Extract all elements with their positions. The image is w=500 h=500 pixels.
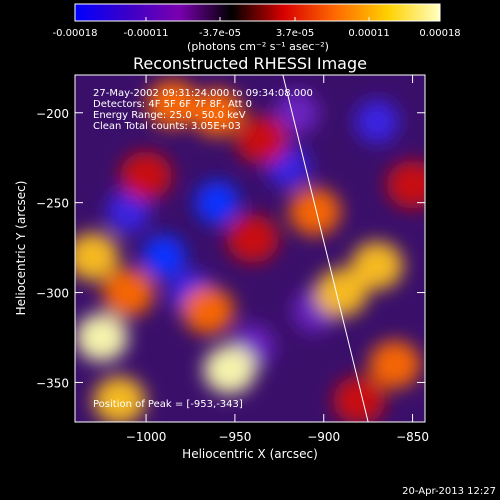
heatmap-emission-source bbox=[120, 151, 173, 200]
heatmap-sources bbox=[75, 79, 425, 422]
heatmap-emission-source bbox=[333, 376, 386, 422]
y-tick-label: −250 bbox=[36, 197, 69, 211]
annotation-time-range: 27-May-2002 09:31:24.000 to 09:34:08.000 bbox=[93, 88, 313, 99]
heatmap-negative-source bbox=[141, 234, 186, 279]
x-tick-label: −850 bbox=[396, 430, 429, 444]
heatmap-emission-source bbox=[191, 88, 244, 137]
y-tick-label: −350 bbox=[36, 376, 69, 390]
annotations: 27-May-2002 09:31:24.000 to 09:34:08.000… bbox=[93, 88, 313, 410]
y-tick-label: −200 bbox=[36, 107, 69, 121]
plot-area bbox=[75, 75, 425, 422]
colorbar-tick-label: 0.00018 bbox=[419, 28, 460, 39]
annotation-clean-counts: Clean Total counts: 3.05E+03 bbox=[93, 121, 241, 132]
heatmap-negative-source bbox=[106, 189, 151, 234]
annotation-peak-position: Position of Peak = [-953,-343] bbox=[93, 399, 243, 410]
colorbar-ticks: -0.00018 -0.00011 -3.7e-05 3.7e-05 0.00011 0.… bbox=[53, 17, 461, 39]
heatmap-emission-source bbox=[93, 376, 146, 422]
heatmap-emission-source bbox=[203, 345, 256, 394]
heatmap-emission-source bbox=[386, 160, 425, 209]
heatmap-emission-source bbox=[182, 286, 235, 335]
annotation-detectors: Detectors: 4F 5F 6F 7F 8F, Att 0 bbox=[93, 99, 252, 110]
annotation-energy-range: Energy Range: 25.0 - 50.0 keV bbox=[93, 110, 246, 121]
heatmap-emission-source bbox=[226, 214, 279, 263]
x-axis-ticks: −1000 −950 −900 −850 bbox=[126, 75, 429, 444]
timestamp: 20-Apr-2013 12:27 bbox=[402, 486, 496, 497]
colorbar-tick-label: -0.00018 bbox=[53, 28, 98, 39]
y-tick-label: −300 bbox=[36, 287, 69, 301]
heatmap-emission-source bbox=[351, 241, 404, 290]
colorbar-gradient bbox=[74, 3, 441, 22]
heatmap-negative-source bbox=[355, 99, 400, 144]
colorbar-tick-label: 0.00011 bbox=[348, 28, 389, 39]
x-tick-label: −900 bbox=[307, 430, 340, 444]
y-axis-label: Heliocentric Y (arcsec) bbox=[14, 181, 28, 316]
colorbar-tick-label: 3.7e-05 bbox=[276, 28, 314, 39]
heatmap-emission-source bbox=[368, 340, 421, 389]
colorbar: -0.00018 -0.00011 -3.7e-05 3.7e-05 0.00011 0.… bbox=[53, 3, 461, 53]
heatmap-negative-source bbox=[275, 90, 320, 135]
solar-limb-line bbox=[282, 75, 369, 422]
plot-frame bbox=[74, 74, 426, 423]
chart-title: Reconstructed RHESSI Image bbox=[133, 54, 367, 73]
colorbar-tick-label: -0.00011 bbox=[123, 28, 168, 39]
x-tick-label: −1000 bbox=[126, 430, 167, 444]
x-axis-label: Heliocentric X (arcsec) bbox=[182, 447, 318, 461]
colorbar-tick-label: -3.7e-05 bbox=[199, 28, 241, 39]
colorbar-unit-label: (photons cm⁻² s⁻¹ asec⁻²) bbox=[187, 40, 329, 53]
heatmap-emission-source bbox=[102, 268, 155, 317]
heatmap-negative-source bbox=[195, 180, 240, 225]
heatmap-emission-source bbox=[75, 232, 119, 281]
heatmap-emission-source bbox=[315, 268, 368, 317]
heatmap-emission-source bbox=[75, 313, 128, 362]
y-axis-ticks: −200 −250 −300 −350 bbox=[36, 107, 425, 390]
x-tick-label: −950 bbox=[218, 430, 251, 444]
heatmap-emission-source bbox=[235, 115, 288, 164]
heatmap-emission-source bbox=[288, 187, 341, 236]
heatmap-emission-source bbox=[146, 79, 199, 128]
